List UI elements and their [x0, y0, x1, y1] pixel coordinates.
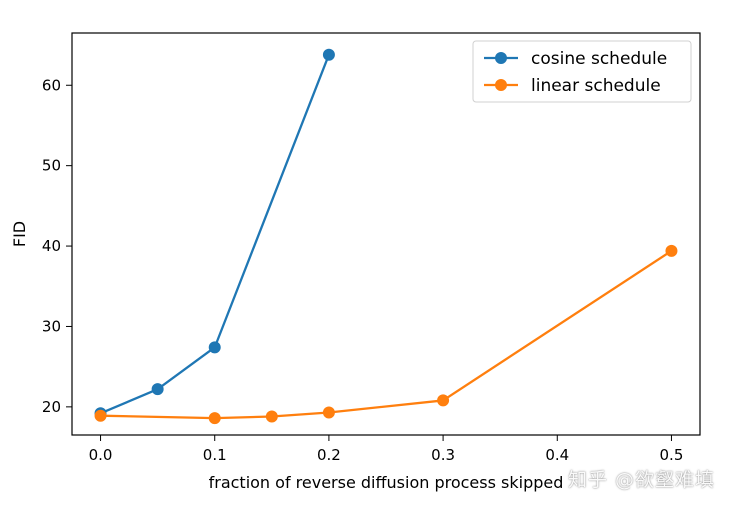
y-tick-label: 30 [42, 317, 61, 335]
linear-schedule-point [208, 412, 221, 425]
tick-marks: 0.0 0.1 0.2 0.3 0.4 0.5 20 30 40 50 60 [42, 76, 683, 464]
linear-schedule-point [265, 410, 278, 423]
legend-marker [495, 52, 507, 64]
cosine-schedule-line [99, 53, 331, 415]
legend-label: cosine schedule [531, 49, 667, 69]
linear-schedule-point [665, 244, 678, 257]
y-tick-label: 40 [42, 237, 61, 255]
x-tick-label: 0.0 [89, 446, 113, 464]
linear-schedule-point [437, 394, 450, 407]
linear-schedule-line [99, 249, 673, 420]
watermark: 知乎 @欲壑难填 [567, 469, 715, 491]
legend: cosine schedule linear schedule [472, 40, 692, 103]
x-tick-label: 0.4 [545, 446, 569, 464]
legend-marker [495, 79, 507, 91]
y-tick-label: 50 [42, 157, 61, 175]
x-axis-label: fraction of reverse diffusion process sk… [209, 473, 564, 492]
linear-schedule-point [94, 409, 107, 422]
legend-label: linear schedule [531, 76, 661, 96]
y-tick-label: 20 [42, 398, 61, 416]
y-axis-label: FID [10, 221, 29, 247]
cosine-schedule-point [151, 383, 164, 396]
legend-box [472, 40, 692, 103]
x-tick-label: 0.5 [660, 446, 684, 464]
cosine-schedule-point [208, 341, 221, 354]
y-tick-label: 60 [42, 76, 61, 94]
cosine-schedule-point [322, 48, 335, 61]
linear-schedule-point [322, 406, 335, 419]
series-layer [94, 48, 678, 425]
x-tick-label: 0.2 [317, 446, 341, 464]
x-tick-label: 0.1 [203, 446, 227, 464]
x-tick-label: 0.3 [431, 446, 455, 464]
